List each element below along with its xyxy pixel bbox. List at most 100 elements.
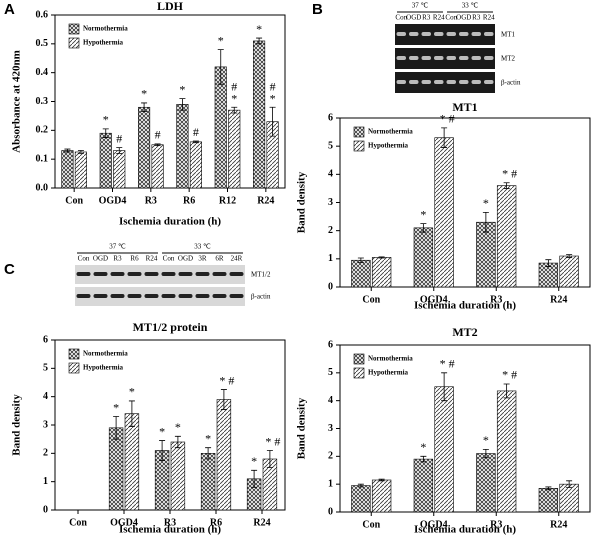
blot-row-label: MT1 <box>501 31 516 39</box>
significance-mark: * <box>483 196 489 210</box>
x-tick-label: R24 <box>257 195 274 206</box>
significance-mark: # * <box>231 79 237 105</box>
blot-strip <box>395 48 495 69</box>
error-bar <box>545 486 552 491</box>
blot-band <box>471 56 481 60</box>
error-bar <box>357 483 364 488</box>
bar <box>559 483 579 513</box>
blot-band <box>93 294 108 298</box>
error-bar <box>420 223 427 233</box>
bar <box>371 257 392 288</box>
error-bar <box>482 211 489 233</box>
y-tick-label: 2 <box>328 451 333 462</box>
blot-band <box>409 80 419 84</box>
bar <box>413 227 434 288</box>
error-bar <box>482 448 489 459</box>
blot-band <box>161 294 176 298</box>
x-tick-label: R3 <box>164 517 176 528</box>
y-axis-label: Absorbance at 420nm <box>11 50 23 153</box>
error-bar <box>378 256 385 259</box>
y-axis-label: Band density <box>11 394 23 456</box>
error-bar <box>159 440 166 461</box>
error-bar <box>116 147 123 154</box>
blot-band <box>459 56 469 60</box>
blot-header: 37 ℃ <box>412 2 429 10</box>
blot-band <box>471 32 481 36</box>
bar <box>124 413 140 511</box>
legend-swatch <box>68 37 80 49</box>
significance-mark: * <box>218 33 224 47</box>
blot-row-label: β-actin <box>251 293 271 301</box>
error-bar <box>113 416 120 440</box>
bar <box>476 453 496 513</box>
blot-band <box>144 294 159 298</box>
blot-band <box>459 32 469 36</box>
error-bar <box>566 254 573 258</box>
significance-mark: * <box>205 431 211 445</box>
y-tick-label: 6 <box>43 334 48 345</box>
blot-strip <box>395 72 495 93</box>
significance-mark: * # <box>219 373 234 387</box>
x-tick-label: R3 <box>490 519 502 530</box>
error-bar <box>256 37 263 45</box>
legend-label: Hypothermia <box>368 142 409 150</box>
error-bar <box>128 400 135 427</box>
x-tick-label: Con <box>362 519 380 530</box>
x-tick-label: R24 <box>550 519 567 530</box>
x-tick-label: OGD4 <box>420 294 448 305</box>
y-axis-label: Band density <box>296 397 308 459</box>
blot-band <box>484 32 494 36</box>
bar <box>108 427 124 511</box>
bar <box>216 399 232 511</box>
lane-label: R24 <box>483 14 495 22</box>
blot-band <box>434 56 444 60</box>
bar <box>228 109 241 189</box>
blot-band <box>127 294 142 298</box>
x-tick-label: R24 <box>253 517 270 528</box>
significance-mark: * <box>129 385 135 399</box>
blot-band <box>229 272 244 276</box>
y-tick-label: 0.4 <box>36 67 49 78</box>
blot-band <box>409 56 419 60</box>
y-tick-label: 0.6 <box>36 9 49 20</box>
error-bar <box>64 148 71 153</box>
blot-strip <box>75 265 245 284</box>
y-tick-label: 5 <box>328 367 333 378</box>
lane-label: R24 <box>146 255 158 263</box>
bar <box>200 453 216 511</box>
blot-band <box>110 294 125 298</box>
blot-band <box>421 32 431 36</box>
x-tick-label: Con <box>65 195 83 206</box>
blot-band <box>471 80 481 84</box>
legend-swatch <box>68 23 80 35</box>
y-tick-label: 6 <box>328 339 333 350</box>
bar <box>189 141 202 189</box>
error-bar <box>420 455 427 463</box>
lane-label: Con <box>395 14 407 22</box>
legend-label: Hypothermia <box>83 39 124 47</box>
x-tick-label: R24 <box>550 294 567 305</box>
blot-band <box>396 32 406 36</box>
significance-mark: # <box>193 125 199 139</box>
significance-mark: # <box>116 131 122 145</box>
significance-mark: * <box>179 82 185 96</box>
lane-label: R6 <box>130 255 139 263</box>
legend-swatch <box>353 140 365 152</box>
blot-band <box>459 80 469 84</box>
error-bar <box>503 182 510 189</box>
blot-row-label: MT2 <box>501 55 516 63</box>
blot-band <box>76 294 91 298</box>
bar <box>559 255 579 288</box>
y-tick-label: 1 <box>328 253 333 264</box>
significance-mark: # <box>155 128 161 142</box>
blot-band <box>178 294 193 298</box>
blot-band <box>484 80 494 84</box>
significance-mark: * <box>420 440 426 454</box>
legend-swatch <box>353 353 365 365</box>
legend-label: Normothermia <box>368 128 413 136</box>
significance-mark: * # <box>502 368 517 382</box>
blot-band <box>421 56 431 60</box>
x-tick-label: R12 <box>219 195 236 206</box>
significance-mark: * <box>175 420 181 434</box>
